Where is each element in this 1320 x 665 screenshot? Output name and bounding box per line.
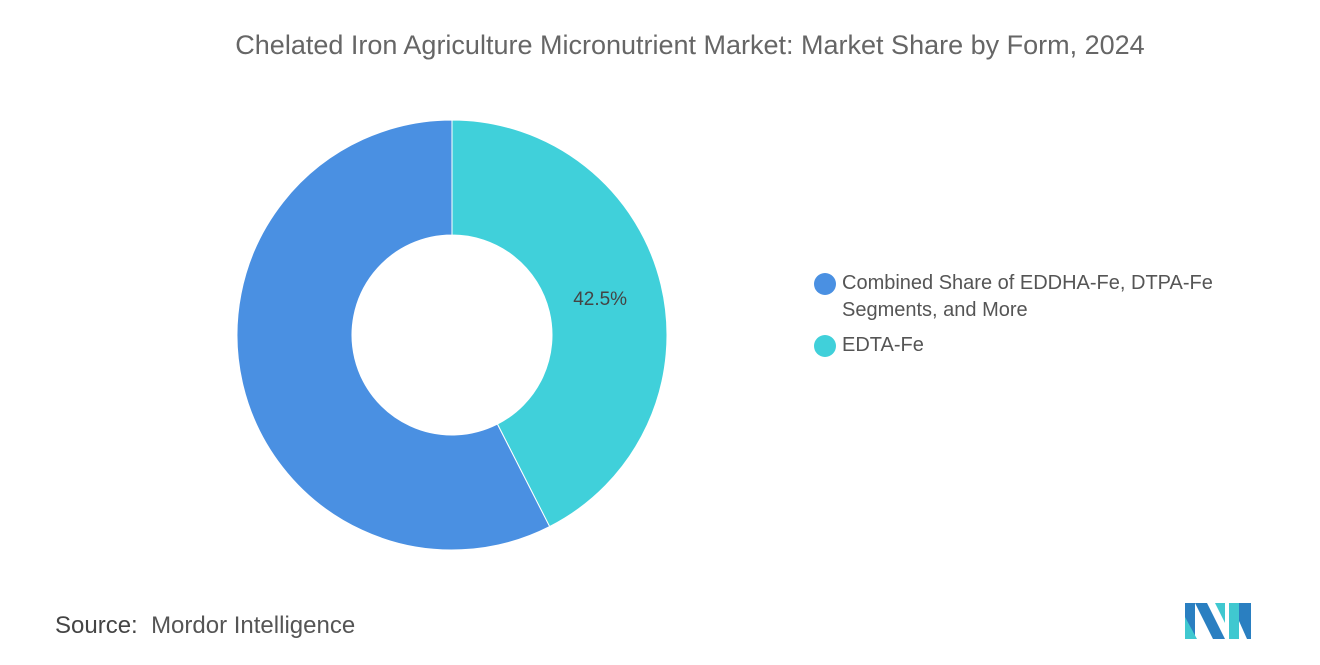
chart-title: Chelated Iron Agriculture Micronutrient … [235, 30, 1145, 60]
slice-edta-fe[interactable] [451, 119, 668, 528]
mordor-logo-icon [1185, 603, 1251, 639]
legend-label: EDTA-Fe [842, 334, 924, 356]
slice-combined-share-of-eddha-fe-dtpa-fe-segments-and-more[interactable] [236, 119, 551, 551]
legend-item-edta-fe[interactable]: EDTA-Fe [814, 332, 1262, 359]
legend-marker [814, 273, 836, 295]
legend: Combined Share of EDDHA-Fe, DTPA-Fe Segm… [814, 270, 1262, 367]
data-label: 42.5% [573, 289, 627, 310]
source-label: Source: [55, 612, 138, 639]
legend-marker [814, 335, 836, 357]
legend-label: Combined Share of EDDHA-Fe, DTPA-Fe Segm… [842, 272, 1213, 321]
legend-item-combined[interactable]: Combined Share of EDDHA-Fe, DTPA-Fe Segm… [814, 270, 1262, 324]
source-note: Source: Mordor Intelligence [55, 612, 355, 640]
source-value: Mordor Intelligence [151, 612, 356, 639]
